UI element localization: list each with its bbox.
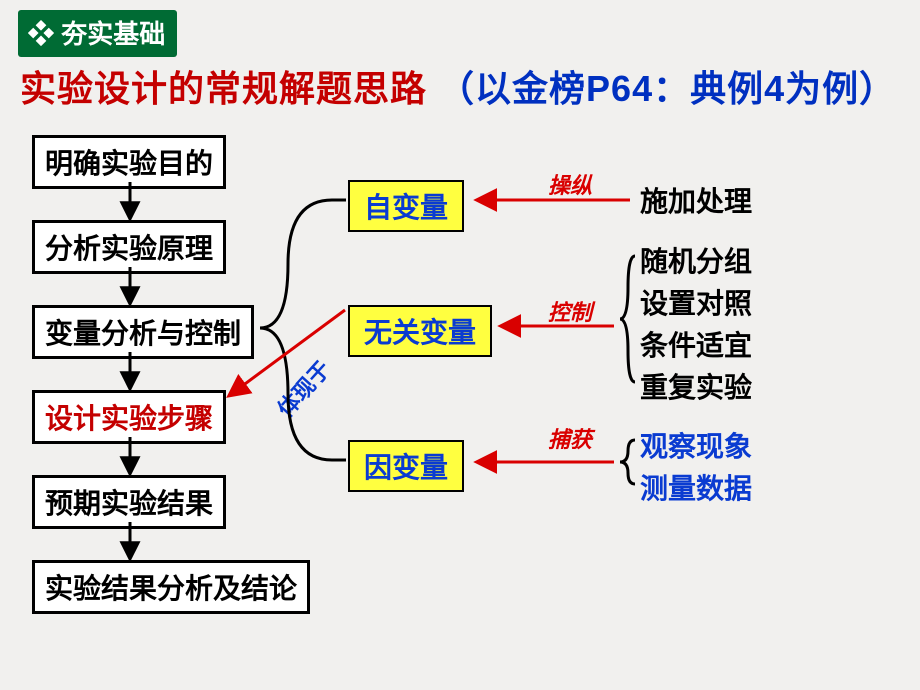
relation-label-0: 操纵 — [548, 168, 592, 200]
right-text-6: 测量数据 — [640, 467, 752, 507]
badge-bullet: ❖ — [28, 19, 54, 49]
right-text-2: 设置对照 — [640, 282, 752, 322]
step-box-4: 预期实验结果 — [32, 475, 226, 529]
title-main: 实验设计的常规解题思路 — [20, 68, 427, 109]
right-text-3: 条件适宜 — [640, 324, 752, 364]
relation-label-1: 控制 — [548, 295, 592, 327]
right-text-0: 施加处理 — [640, 180, 752, 220]
section-badge: ❖ 夯实基础 — [18, 10, 177, 57]
step-box-0: 明确实验目的 — [32, 135, 226, 189]
badge-text: 夯实基础 — [61, 19, 165, 49]
page-title: 实验设计的常规解题思路 （以金榜P64：典例4为例） — [20, 60, 900, 112]
step-box-3: 设计实验步骤 — [32, 390, 226, 444]
variable-box-1: 无关变量 — [348, 305, 492, 357]
step-box-2: 变量分析与控制 — [32, 305, 254, 359]
step-box-5: 实验结果分析及结论 — [32, 560, 310, 614]
right-text-5: 观察现象 — [640, 425, 752, 465]
title-paren: （以金榜P64：典例4为例） — [438, 68, 896, 109]
variable-box-2: 因变量 — [348, 440, 464, 492]
right-text-4: 重复实验 — [640, 366, 752, 406]
variable-box-0: 自变量 — [348, 180, 464, 232]
right-text-1: 随机分组 — [640, 240, 752, 280]
relation-label-2: 捕获 — [548, 422, 592, 454]
step-box-1: 分析实验原理 — [32, 220, 226, 274]
reflect-label: 体现于 — [269, 353, 337, 423]
